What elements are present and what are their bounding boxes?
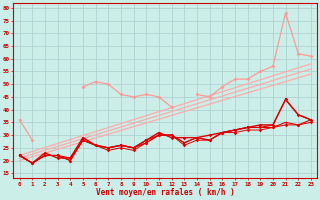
X-axis label: Vent moyen/en rafales ( km/h ): Vent moyen/en rafales ( km/h ) xyxy=(96,188,235,197)
